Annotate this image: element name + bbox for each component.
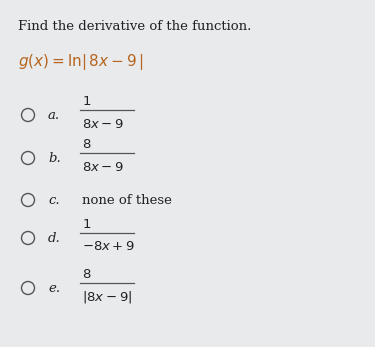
Text: a.: a. <box>48 109 60 121</box>
Text: $8x − 9$: $8x − 9$ <box>82 118 124 130</box>
Text: $| 8x − 9 |$: $| 8x − 9 |$ <box>82 289 132 305</box>
Text: c.: c. <box>48 194 60 206</box>
Text: $g(x) = \ln|\,8x - 9\,|$: $g(x) = \ln|\,8x - 9\,|$ <box>18 52 144 72</box>
Text: b.: b. <box>48 152 61 164</box>
Text: d.: d. <box>48 231 61 245</box>
Text: $8$: $8$ <box>82 268 92 280</box>
Text: $−8x + 9$: $−8x + 9$ <box>82 240 135 254</box>
Text: none of these: none of these <box>82 194 172 206</box>
Text: $1$: $1$ <box>82 218 91 230</box>
Text: $8x − 9$: $8x − 9$ <box>82 161 124 174</box>
Text: Find the derivative of the function.: Find the derivative of the function. <box>18 20 251 33</box>
Text: $1$: $1$ <box>82 94 91 108</box>
Text: $8$: $8$ <box>82 137 92 151</box>
Text: e.: e. <box>48 281 60 295</box>
